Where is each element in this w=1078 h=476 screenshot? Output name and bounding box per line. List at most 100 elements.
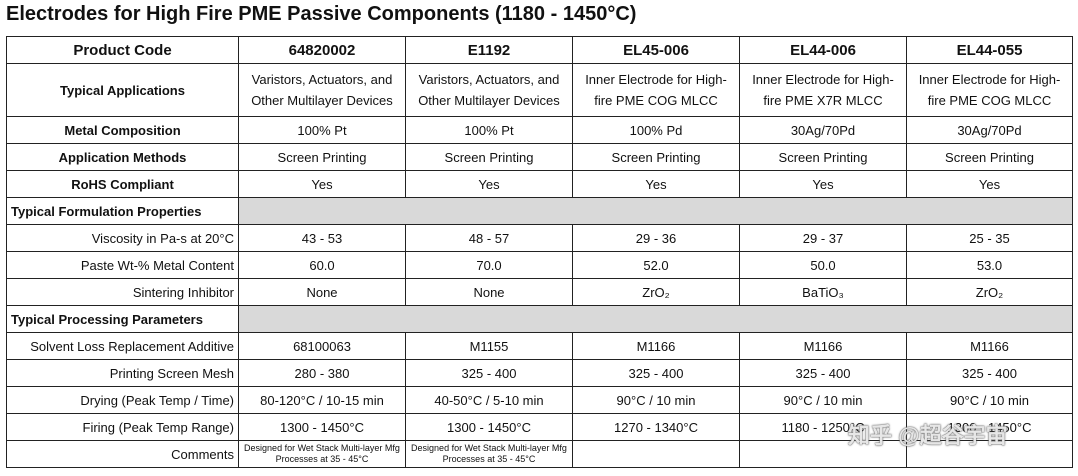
value-cell: 1270 - 1340°C	[572, 413, 740, 441]
value-cell: 70.0	[405, 251, 573, 279]
value-cell: 53.0	[906, 251, 1073, 279]
row-label: Comments	[6, 440, 239, 468]
value-cell: 25 - 35	[906, 224, 1073, 252]
spec-table: Product Code 64820002 E1192 EL45-006 EL44-00…	[6, 36, 1073, 468]
value-cell: 100% Pt	[405, 116, 573, 144]
row-label: Drying (Peak Temp / Time)	[6, 386, 239, 414]
value-cell: 43 - 53	[238, 224, 406, 252]
table-row: Drying (Peak Temp / Time) 80-120°C / 10-1…	[6, 386, 1073, 414]
value-cell	[739, 440, 907, 468]
row-label: Printing Screen Mesh	[6, 359, 239, 387]
header-cell: 64820002	[238, 36, 406, 64]
value-cell: 325 - 400	[739, 359, 907, 387]
value-cell: 100% Pd	[572, 116, 740, 144]
value-cell: Screen Printing	[906, 143, 1073, 171]
table-row: Paste Wt-% Metal Content 60.0 70.0 52.0 50.0…	[6, 251, 1073, 279]
value-cell: Inner Electrode for High-fire PME COG ML…	[906, 63, 1073, 117]
value-cell: None	[405, 278, 573, 306]
value-cell	[906, 440, 1073, 468]
value-cell: 280 - 380	[238, 359, 406, 387]
section-label: Typical Processing Parameters	[6, 305, 239, 333]
value-cell: 50.0	[739, 251, 907, 279]
header-row: Product Code 64820002 E1192 EL45-006 EL44-00…	[6, 36, 1073, 64]
row-label: Sintering Inhibitor	[6, 278, 239, 306]
header-cell: Product Code	[6, 36, 239, 64]
row-label: Typical Applications	[6, 63, 239, 117]
value-cell: 80-120°C / 10-15 min	[238, 386, 406, 414]
header-cell: EL44-006	[739, 36, 907, 64]
header-cell: EL45-006	[572, 36, 740, 64]
value-cell: Yes	[906, 170, 1073, 198]
value-cell: 60.0	[238, 251, 406, 279]
value-cell: ZrO₂	[906, 278, 1073, 306]
value-cell: 1300 - 1450°C	[238, 413, 406, 441]
value-cell: 29 - 37	[739, 224, 907, 252]
value-cell: Varistors, Actuators, and Other Multilay…	[405, 63, 573, 117]
value-cell: None	[238, 278, 406, 306]
value-cell: 100% Pt	[238, 116, 406, 144]
value-cell: Yes	[238, 170, 406, 198]
row-label: Viscosity in Pa-s at 20°C	[6, 224, 239, 252]
value-cell	[572, 440, 740, 468]
table-row: Printing Screen Mesh 280 - 380 325 - 400 32…	[6, 359, 1073, 387]
value-cell: BaTiO₃	[739, 278, 907, 306]
value-cell: 52.0	[572, 251, 740, 279]
value-cell: 325 - 400	[405, 359, 573, 387]
value-cell: Yes	[405, 170, 573, 198]
row-label: Application Methods	[6, 143, 239, 171]
value-cell: Inner Electrode for High-fire PME COG ML…	[572, 63, 740, 117]
page-title: Electrodes for High Fire PME Passive Com…	[6, 3, 637, 25]
section-row: Typical Formulation Properties	[6, 197, 1073, 225]
value-cell: Designed for Wet Stack Multi-layer Mfg P…	[238, 440, 406, 468]
table-body: Typical Applications Varistors, Actuators…	[6, 63, 1073, 468]
value-cell: Yes	[739, 170, 907, 198]
value-cell: Varistors, Actuators, and Other Multilay…	[238, 63, 406, 117]
section-row: Typical Processing Parameters	[6, 305, 1073, 333]
table-row: Sintering Inhibitor None None ZrO₂ BaTiO₃ ZrO…	[6, 278, 1073, 306]
value-cell: 1300 - 1450°C	[906, 413, 1073, 441]
table-row: Application Methods Screen Printing Screen…	[6, 143, 1073, 171]
value-cell: Yes	[572, 170, 740, 198]
row-label: Firing (Peak Temp Range)	[6, 413, 239, 441]
section-label: Typical Formulation Properties	[6, 197, 239, 225]
value-cell: M1166	[572, 332, 740, 360]
row-label: Paste Wt-% Metal Content	[6, 251, 239, 279]
value-cell: 30Ag/70Pd	[906, 116, 1073, 144]
value-cell: Screen Printing	[238, 143, 406, 171]
value-cell: 90°C / 10 min	[739, 386, 907, 414]
value-cell: 48 - 57	[405, 224, 573, 252]
value-cell: 90°C / 10 min	[572, 386, 740, 414]
row-label: Metal Composition	[6, 116, 239, 144]
value-cell: 68100063	[238, 332, 406, 360]
value-cell: 40-50°C / 5-10 min	[405, 386, 573, 414]
value-cell: Designed for Wet Stack Multi-layer Mfg P…	[405, 440, 573, 468]
value-cell: 1300 - 1450°C	[405, 413, 573, 441]
row-label: RoHS Compliant	[6, 170, 239, 198]
value-cell: M1166	[739, 332, 907, 360]
table-row: Typical Applications Varistors, Actuators…	[6, 63, 1073, 117]
value-cell: Screen Printing	[405, 143, 573, 171]
header-cell: EL44-055	[906, 36, 1073, 64]
value-cell: M1166	[906, 332, 1073, 360]
table-row: Comments Designed for Wet Stack Multi-lay…	[6, 440, 1073, 468]
value-cell: 30Ag/70Pd	[739, 116, 907, 144]
watermark: 知乎 @超谷宇宙	[848, 423, 1008, 448]
table-row: Solvent Loss Replacement Additive 6810006…	[6, 332, 1073, 360]
table-row: Metal Composition 100% Pt 100% Pt 100% Pd 30…	[6, 116, 1073, 144]
value-cell: ZrO₂	[572, 278, 740, 306]
value-cell: 325 - 400	[572, 359, 740, 387]
value-cell: M1155	[405, 332, 573, 360]
value-cell: 29 - 36	[572, 224, 740, 252]
section-fill	[238, 305, 1073, 333]
value-cell: Screen Printing	[572, 143, 740, 171]
section-fill	[238, 197, 1073, 225]
header-cell: E1192	[405, 36, 573, 64]
table-row: Viscosity in Pa-s at 20°C 43 - 53 48 - 57 2…	[6, 224, 1073, 252]
row-label: Solvent Loss Replacement Additive	[6, 332, 239, 360]
table-row: Firing (Peak Temp Range) 1300 - 1450°C 130…	[6, 413, 1073, 441]
value-cell: 325 - 400	[906, 359, 1073, 387]
value-cell: 90°C / 10 min	[906, 386, 1073, 414]
value-cell: Screen Printing	[739, 143, 907, 171]
table-row: RoHS Compliant Yes Yes Yes Yes Yes	[6, 170, 1073, 198]
